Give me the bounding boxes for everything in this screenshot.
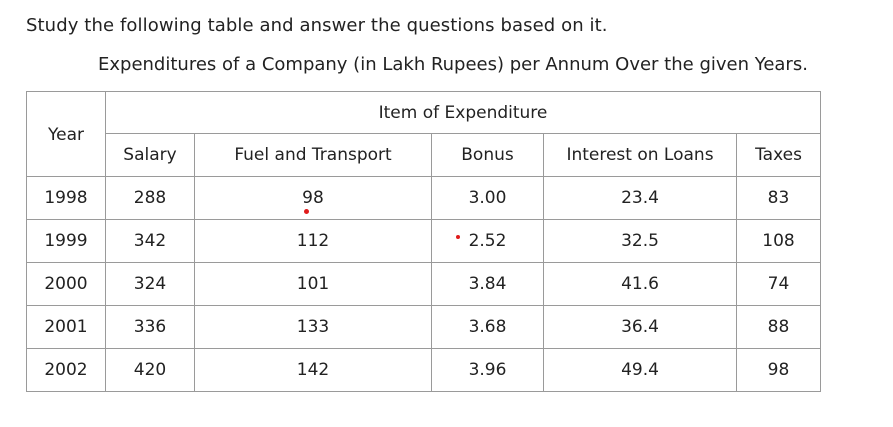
interest-cell: 49.4 [543,348,737,392]
table-row: 1998 288 98 3.00 23.4 83 [26,176,821,220]
taxes-cell: 98 [736,348,821,392]
table-header-row: Year Item of Expenditure [26,91,821,177]
taxes-cell: 88 [736,305,821,349]
salary-cell: 288 [105,176,195,220]
fuel-transport-cell: 101 [194,262,432,306]
table-row: 2000 324 101 3.84 41.6 74 [26,262,821,306]
interest-cell: 23.4 [543,176,737,220]
red-marker-dot [456,235,460,239]
fuel-transport-cell: 142 [194,348,432,392]
interest-cell: 36.4 [543,305,737,349]
year-cell: 1998 [26,176,106,220]
interest-cell: 32.5 [543,219,737,263]
column-header-bonus: Bonus [431,133,544,177]
salary-cell: 336 [105,305,195,349]
year-cell: 2002 [26,348,106,392]
table-row: 1999 342 112 2.52 32.5 108 [26,219,821,263]
year-header: Year [26,91,106,177]
table-row: 2002 420 142 3.96 49.4 98 [26,348,821,392]
taxes-cell: 83 [736,176,821,220]
column-header-taxes: Taxes [736,133,821,177]
column-header-row: Salary Fuel and Transport Bonus Interest… [27,133,821,177]
taxes-cell: 74 [736,262,821,306]
bonus-cell: 3.68 [431,305,544,349]
expenditure-table: Year Item of Expenditure Salary Fuel and… [26,91,821,392]
fuel-transport-cell: 112 [194,219,432,263]
group-header: Item of Expenditure [105,91,821,134]
fuel-transport-cell: 98 [194,176,432,220]
bonus-cell: 3.96 [431,348,544,392]
year-cell: 2000 [26,262,106,306]
salary-cell: 342 [105,219,195,263]
interest-cell: 41.6 [543,262,737,306]
year-cell: 2001 [26,305,106,349]
table-caption: Expenditures of a Company (in Lakh Rupee… [98,54,808,75]
salary-cell: 420 [105,348,195,392]
year-cell: 1999 [26,219,106,263]
red-marker-dot [304,209,309,214]
column-header-fuel-and-transport: Fuel and Transport [194,133,432,177]
column-header-salary: Salary [105,133,195,177]
taxes-cell: 108 [736,219,821,263]
fuel-transport-cell: 133 [194,305,432,349]
bonus-cell: 3.00 [431,176,544,220]
bonus-cell: 3.84 [431,262,544,306]
column-header-interest-on-loans: Interest on Loans [543,133,737,177]
bonus-cell: 2.52 [431,219,544,263]
salary-cell: 324 [105,262,195,306]
table-row: 2001 336 133 3.68 36.4 88 [26,305,821,349]
instruction-text: Study the following table and answer the… [26,15,608,36]
